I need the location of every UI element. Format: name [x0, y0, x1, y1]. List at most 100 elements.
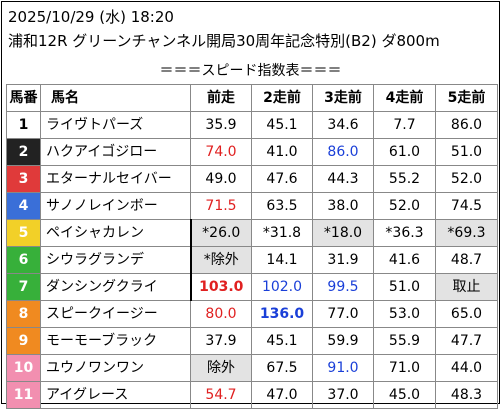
index-cell: 37.9: [190, 327, 252, 355]
index-cell: 51.0: [373, 273, 436, 301]
col-header-name: 馬名: [40, 84, 191, 112]
col-header-last: 前走: [190, 84, 252, 112]
index-cell: 44.3: [312, 165, 374, 193]
horse-name: スピークイージー: [40, 300, 191, 328]
horse-name: ユウノワンワン: [40, 354, 191, 382]
index-cell: 44.0: [435, 354, 498, 382]
index-cell: *36.3: [373, 219, 436, 247]
horse-number: 10: [6, 354, 41, 382]
col-header-4th: 4走前: [373, 84, 436, 112]
col-header-number: 馬番: [6, 84, 41, 112]
horse-number: 4: [6, 192, 41, 220]
index-cell: 31.9: [312, 246, 374, 274]
table-row: 8 スピークイージー 80.0 136.0 77.0 53.0 65.0: [6, 300, 498, 328]
horse-name: ダンシングクライ: [40, 273, 191, 301]
index-cell: 103.0: [189, 273, 252, 301]
index-cell: 53.0: [373, 300, 436, 328]
index-cell: 34.6: [312, 111, 374, 139]
index-cell: 45.1: [251, 111, 313, 139]
index-cell: 71.0: [373, 354, 436, 382]
speed-index-table: 馬番 馬名 前走 2走前 3走前 4走前 5走前 1 ライヴトパーズ 35.9 …: [6, 84, 498, 409]
index-cell: 45.1: [251, 327, 313, 355]
index-cell: 86.0: [435, 111, 498, 139]
index-cell: *18.0: [312, 219, 374, 247]
horse-number: 1: [6, 111, 41, 139]
table-row: 10 ユウノワンワン 除外 67.5 91.0 71.0 44.0: [6, 354, 498, 382]
table-row: 5 ペイシャカレン *26.0 *31.8 *18.0 *36.3 *69.3: [6, 219, 498, 247]
horse-name: サノノレインボー: [40, 192, 191, 220]
index-cell: 除外: [190, 354, 252, 382]
col-header-2nd: 2走前: [251, 84, 313, 112]
index-cell: 77.0: [312, 300, 374, 328]
index-cell: 52.0: [435, 165, 498, 193]
table-row: 4 サノノレインボー 71.5 63.5 38.0 52.0 74.5: [6, 192, 498, 220]
index-cell: 41.6: [373, 246, 436, 274]
table-subtitle: ＝＝＝スピード指数表＝＝＝: [159, 63, 342, 79]
index-cell: 99.5: [312, 273, 374, 301]
index-cell: 74.5: [435, 192, 498, 220]
index-cell: 71.5: [190, 192, 252, 220]
index-cell: 136.0: [251, 300, 313, 328]
horse-name: アイグレース: [40, 381, 191, 409]
table-header-row: 馬番 馬名 前走 2走前 3走前 4走前 5走前: [6, 84, 498, 112]
horse-number: 5: [6, 219, 41, 247]
index-cell: 52.0: [373, 192, 436, 220]
index-cell: 37.0: [312, 381, 374, 409]
horse-number: 8: [6, 300, 41, 328]
index-cell: 102.0: [251, 273, 313, 301]
index-cell: 35.9: [190, 111, 252, 139]
horse-number: 9: [6, 327, 41, 355]
horse-number: 6: [6, 246, 41, 274]
horse-number: 7: [6, 273, 41, 301]
index-cell: 59.9: [312, 327, 374, 355]
index-cell: 55.2: [373, 165, 436, 193]
index-cell: 65.0: [435, 300, 498, 328]
index-cell: *31.8: [251, 219, 313, 247]
index-cell: 55.9: [373, 327, 436, 355]
horse-name: シウラグランデ: [40, 246, 191, 274]
race-title: 浦和12R グリーンチャンネル開局30周年記念特別(B2) ダ800m: [8, 32, 440, 50]
horse-name: モーモーブラック: [40, 327, 191, 355]
race-datetime: 2025/10/29 (水) 18:20: [8, 8, 174, 26]
index-cell: 67.5: [251, 354, 313, 382]
index-cell: 47.6: [251, 165, 313, 193]
index-cell: 38.0: [312, 192, 374, 220]
col-header-3rd: 3走前: [312, 84, 374, 112]
index-cell: 7.7: [373, 111, 436, 139]
index-cell: 47.7: [435, 327, 498, 355]
horse-name: ハクアイゴジロー: [40, 138, 191, 166]
index-cell: 取止: [435, 273, 498, 301]
horse-name: ライヴトパーズ: [40, 111, 191, 139]
table-row: 3 エターナルセイバー 49.0 47.6 44.3 55.2 52.0: [6, 165, 498, 193]
index-cell: 86.0: [312, 138, 374, 166]
index-cell: 63.5: [251, 192, 313, 220]
table-row: 9 モーモーブラック 37.9 45.1 59.9 55.9 47.7: [6, 327, 498, 355]
index-cell: 41.0: [251, 138, 313, 166]
table-row: 1 ライヴトパーズ 35.9 45.1 34.6 7.7 86.0: [6, 111, 498, 139]
index-cell: 48.7: [435, 246, 498, 274]
table-row: 2 ハクアイゴジロー 74.0 41.0 86.0 61.0 51.0: [6, 138, 498, 166]
index-cell: *26.0: [189, 219, 252, 247]
table-row: 11 アイグレース 54.7 47.0 37.0 45.0 48.3: [6, 381, 498, 409]
index-cell: *69.3: [435, 219, 498, 247]
horse-number: 11: [6, 381, 41, 409]
index-cell: 54.7: [190, 381, 252, 409]
table-row: 6 シウラグランデ *除外 14.1 31.9 41.6 48.7: [6, 246, 498, 274]
index-cell: 61.0: [373, 138, 436, 166]
horse-name: ペイシャカレン: [40, 219, 191, 247]
index-cell: 80.0: [190, 300, 252, 328]
index-cell: 49.0: [190, 165, 252, 193]
index-cell: *除外: [189, 246, 252, 274]
index-cell: 51.0: [435, 138, 498, 166]
horse-number: 3: [6, 165, 41, 193]
table-row: 7 ダンシングクライ 103.0 102.0 99.5 51.0 取止: [6, 273, 498, 301]
index-cell: 45.0: [373, 381, 436, 409]
index-cell: 48.3: [435, 381, 498, 409]
horse-number: 2: [6, 138, 41, 166]
index-cell: 47.0: [251, 381, 313, 409]
index-cell: 74.0: [190, 138, 252, 166]
index-cell: 91.0: [312, 354, 374, 382]
horse-name: エターナルセイバー: [40, 165, 191, 193]
col-header-5th: 5走前: [435, 84, 498, 112]
